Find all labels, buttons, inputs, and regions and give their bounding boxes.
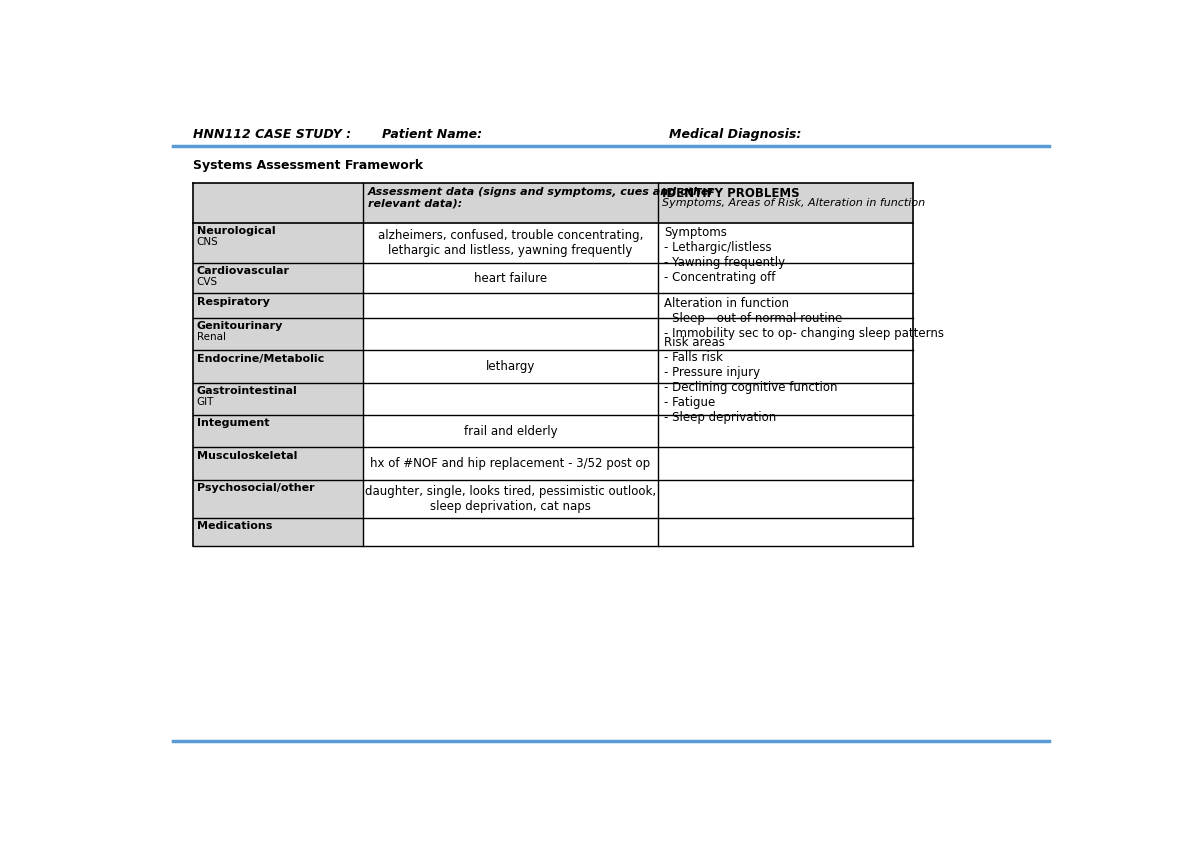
Bar [193,223,364,546]
Text: Symptoms
- Lethargic/listless
- Yawning frequently
- Concentrating off: Symptoms - Lethargic/listless - Yawning … [664,226,785,284]
Text: hx of #NOF and hip replacement - 3/52 post op: hx of #NOF and hip replacement - 3/52 po… [371,457,650,470]
Text: Assessment data (signs and symptoms, cues and other
relevant data):: Assessment data (signs and symptoms, cue… [367,187,715,209]
Text: IDENTIFY PROBLEMS: IDENTIFY PROBLEMS [662,187,800,200]
Text: Respiratory: Respiratory [197,297,269,307]
Text: Alteration in function
- Sleep - out of normal routine
- Immobility sec to op- c: Alteration in function - Sleep - out of … [664,297,944,339]
Text: Musculoskeletal: Musculoskeletal [197,450,296,460]
Text: CNS: CNS [197,237,218,247]
Text: Systems Assessment Framework: Systems Assessment Framework [193,159,422,172]
Text: GIT: GIT [197,397,214,407]
Text: Neurological: Neurological [197,226,275,236]
Text: HNN112 CASE STUDY :: HNN112 CASE STUDY : [193,127,350,141]
Text: daughter, single, looks tired, pessimistic outlook,
sleep deprivation, cat naps: daughter, single, looks tired, pessimist… [365,485,656,513]
Text: Symptoms, Areas of Risk, Alteration in function: Symptoms, Areas of Risk, Alteration in f… [662,198,925,208]
Text: lethargy: lethargy [486,360,535,373]
Text: Integument: Integument [197,418,269,428]
Text: Psychosocial/other: Psychosocial/other [197,483,314,493]
Text: Renal: Renal [197,332,226,342]
Text: CVS: CVS [197,276,217,287]
Text: Patient Name:: Patient Name: [383,127,482,141]
Text: Genitourinary: Genitourinary [197,321,283,332]
Text: Medications: Medications [197,522,272,532]
Text: frail and elderly: frail and elderly [463,425,557,438]
Bar [193,182,913,223]
Text: Medical Diagnosis:: Medical Diagnosis: [670,127,802,141]
Text: Risk areas
- Falls risk
- Pressure injury
- Declining cognitive function
- Fatig: Risk areas - Falls risk - Pressure injur… [664,336,838,424]
Text: alzheimers, confused, trouble concentrating,
lethargic and listless, yawning fre: alzheimers, confused, trouble concentrat… [378,229,643,257]
Text: heart failure: heart failure [474,271,547,285]
Text: Cardiovascular: Cardiovascular [197,265,289,276]
Text: Endocrine/Metabolic: Endocrine/Metabolic [197,354,324,364]
Text: Gastrointestinal: Gastrointestinal [197,386,298,396]
